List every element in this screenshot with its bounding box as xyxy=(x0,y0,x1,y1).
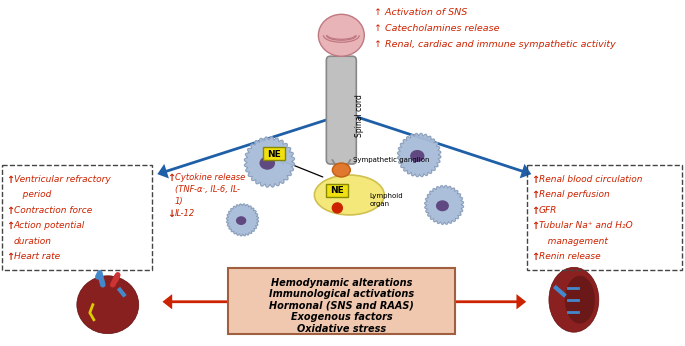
Text: Hemodynamic alterations: Hemodynamic alterations xyxy=(271,278,412,288)
Text: ↑: ↑ xyxy=(531,206,539,216)
Ellipse shape xyxy=(77,276,139,334)
Text: ↑: ↑ xyxy=(531,190,539,200)
Polygon shape xyxy=(227,204,258,236)
Text: ↑: ↑ xyxy=(531,175,539,185)
Text: ↑: ↑ xyxy=(166,173,175,183)
Ellipse shape xyxy=(260,156,275,170)
Circle shape xyxy=(332,203,342,213)
Text: ↑: ↑ xyxy=(6,221,14,231)
Ellipse shape xyxy=(314,175,384,215)
Text: Immunological activations: Immunological activations xyxy=(269,289,414,299)
Text: ↑: ↑ xyxy=(6,206,14,216)
Text: ↑: ↑ xyxy=(6,175,14,185)
Text: Renin release: Renin release xyxy=(539,252,601,261)
Text: duration: duration xyxy=(14,237,52,246)
Text: Tubular Na⁺ and H₂O: Tubular Na⁺ and H₂O xyxy=(539,221,633,230)
Text: period: period xyxy=(14,190,51,199)
Ellipse shape xyxy=(436,200,449,211)
Text: 1): 1) xyxy=(175,197,184,206)
Text: Heart rate: Heart rate xyxy=(14,252,60,261)
Text: management: management xyxy=(539,237,608,246)
Text: GFR: GFR xyxy=(539,206,558,215)
Text: ↑: ↑ xyxy=(531,252,539,262)
Ellipse shape xyxy=(236,216,247,225)
FancyBboxPatch shape xyxy=(227,268,455,334)
Text: Exogenous factors: Exogenous factors xyxy=(290,312,392,322)
FancyBboxPatch shape xyxy=(264,147,286,160)
Text: Contraction force: Contraction force xyxy=(14,206,92,215)
Text: ↑: ↑ xyxy=(6,252,14,262)
Polygon shape xyxy=(397,133,441,177)
Text: ↑ Catecholamines release: ↑ Catecholamines release xyxy=(374,24,500,33)
Text: Renal blood circulation: Renal blood circulation xyxy=(539,175,643,184)
Text: Lymphoid
organ: Lymphoid organ xyxy=(369,193,403,207)
Text: Oxidative stress: Oxidative stress xyxy=(297,324,386,334)
FancyBboxPatch shape xyxy=(326,184,348,197)
Text: ↑ Activation of SNS: ↑ Activation of SNS xyxy=(374,8,468,17)
Ellipse shape xyxy=(549,267,599,332)
FancyBboxPatch shape xyxy=(326,56,356,164)
Text: NE: NE xyxy=(330,186,345,195)
Text: ↓: ↓ xyxy=(166,209,175,219)
Text: Ventricular refractory: Ventricular refractory xyxy=(14,175,111,184)
Text: Renal perfusion: Renal perfusion xyxy=(539,190,610,199)
Ellipse shape xyxy=(332,163,350,177)
Polygon shape xyxy=(245,137,295,187)
Text: ↑: ↑ xyxy=(531,221,539,231)
Ellipse shape xyxy=(319,14,364,56)
Text: Action potential: Action potential xyxy=(14,221,85,230)
Ellipse shape xyxy=(565,276,595,324)
Ellipse shape xyxy=(410,150,425,162)
Text: Sympathetic ganglion: Sympathetic ganglion xyxy=(353,157,429,163)
Text: Cytokine release: Cytokine release xyxy=(175,173,245,182)
Text: IL-12: IL-12 xyxy=(175,209,195,218)
Text: NE: NE xyxy=(268,149,282,158)
Polygon shape xyxy=(425,185,464,224)
Text: Hormonal (SNS and RAAS): Hormonal (SNS and RAAS) xyxy=(269,301,414,311)
Text: (TNF-α·, IL-6, IL-: (TNF-α·, IL-6, IL- xyxy=(175,185,240,194)
Text: Spinal cord: Spinal cord xyxy=(356,94,364,137)
Text: ↑ Renal, cardiac and immune sympathetic activity: ↑ Renal, cardiac and immune sympathetic … xyxy=(374,40,616,49)
